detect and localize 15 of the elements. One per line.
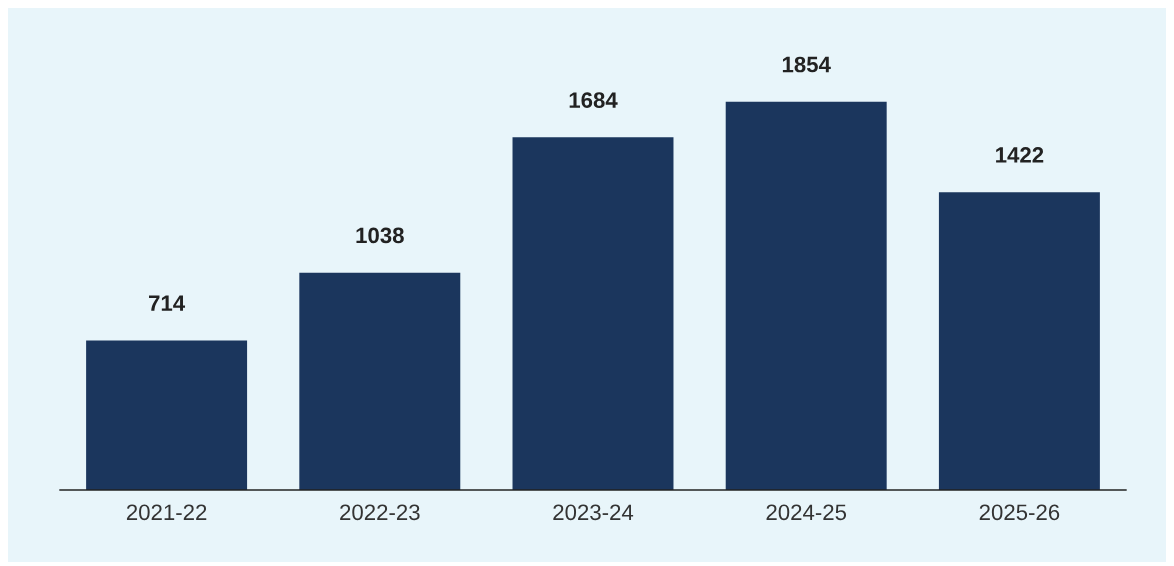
data-label: 1854 [782,56,831,73]
data-label: 1684 [569,92,618,108]
x-tick-label: 2024-25 [766,504,847,521]
x-tick-label: 2025-26 [979,504,1060,521]
data-label: 1038 [356,227,404,244]
x-tick-label: 2022-23 [340,504,420,521]
bar [86,340,248,490]
x-tick-label: 2023-24 [553,504,634,521]
data-label: 714 [149,295,186,311]
bar [938,192,1100,490]
x-tick-label: 2021-22 [126,504,207,521]
bar [725,101,887,490]
bar [299,272,461,490]
bar [512,137,674,490]
data-label: 1422 [996,147,1044,163]
